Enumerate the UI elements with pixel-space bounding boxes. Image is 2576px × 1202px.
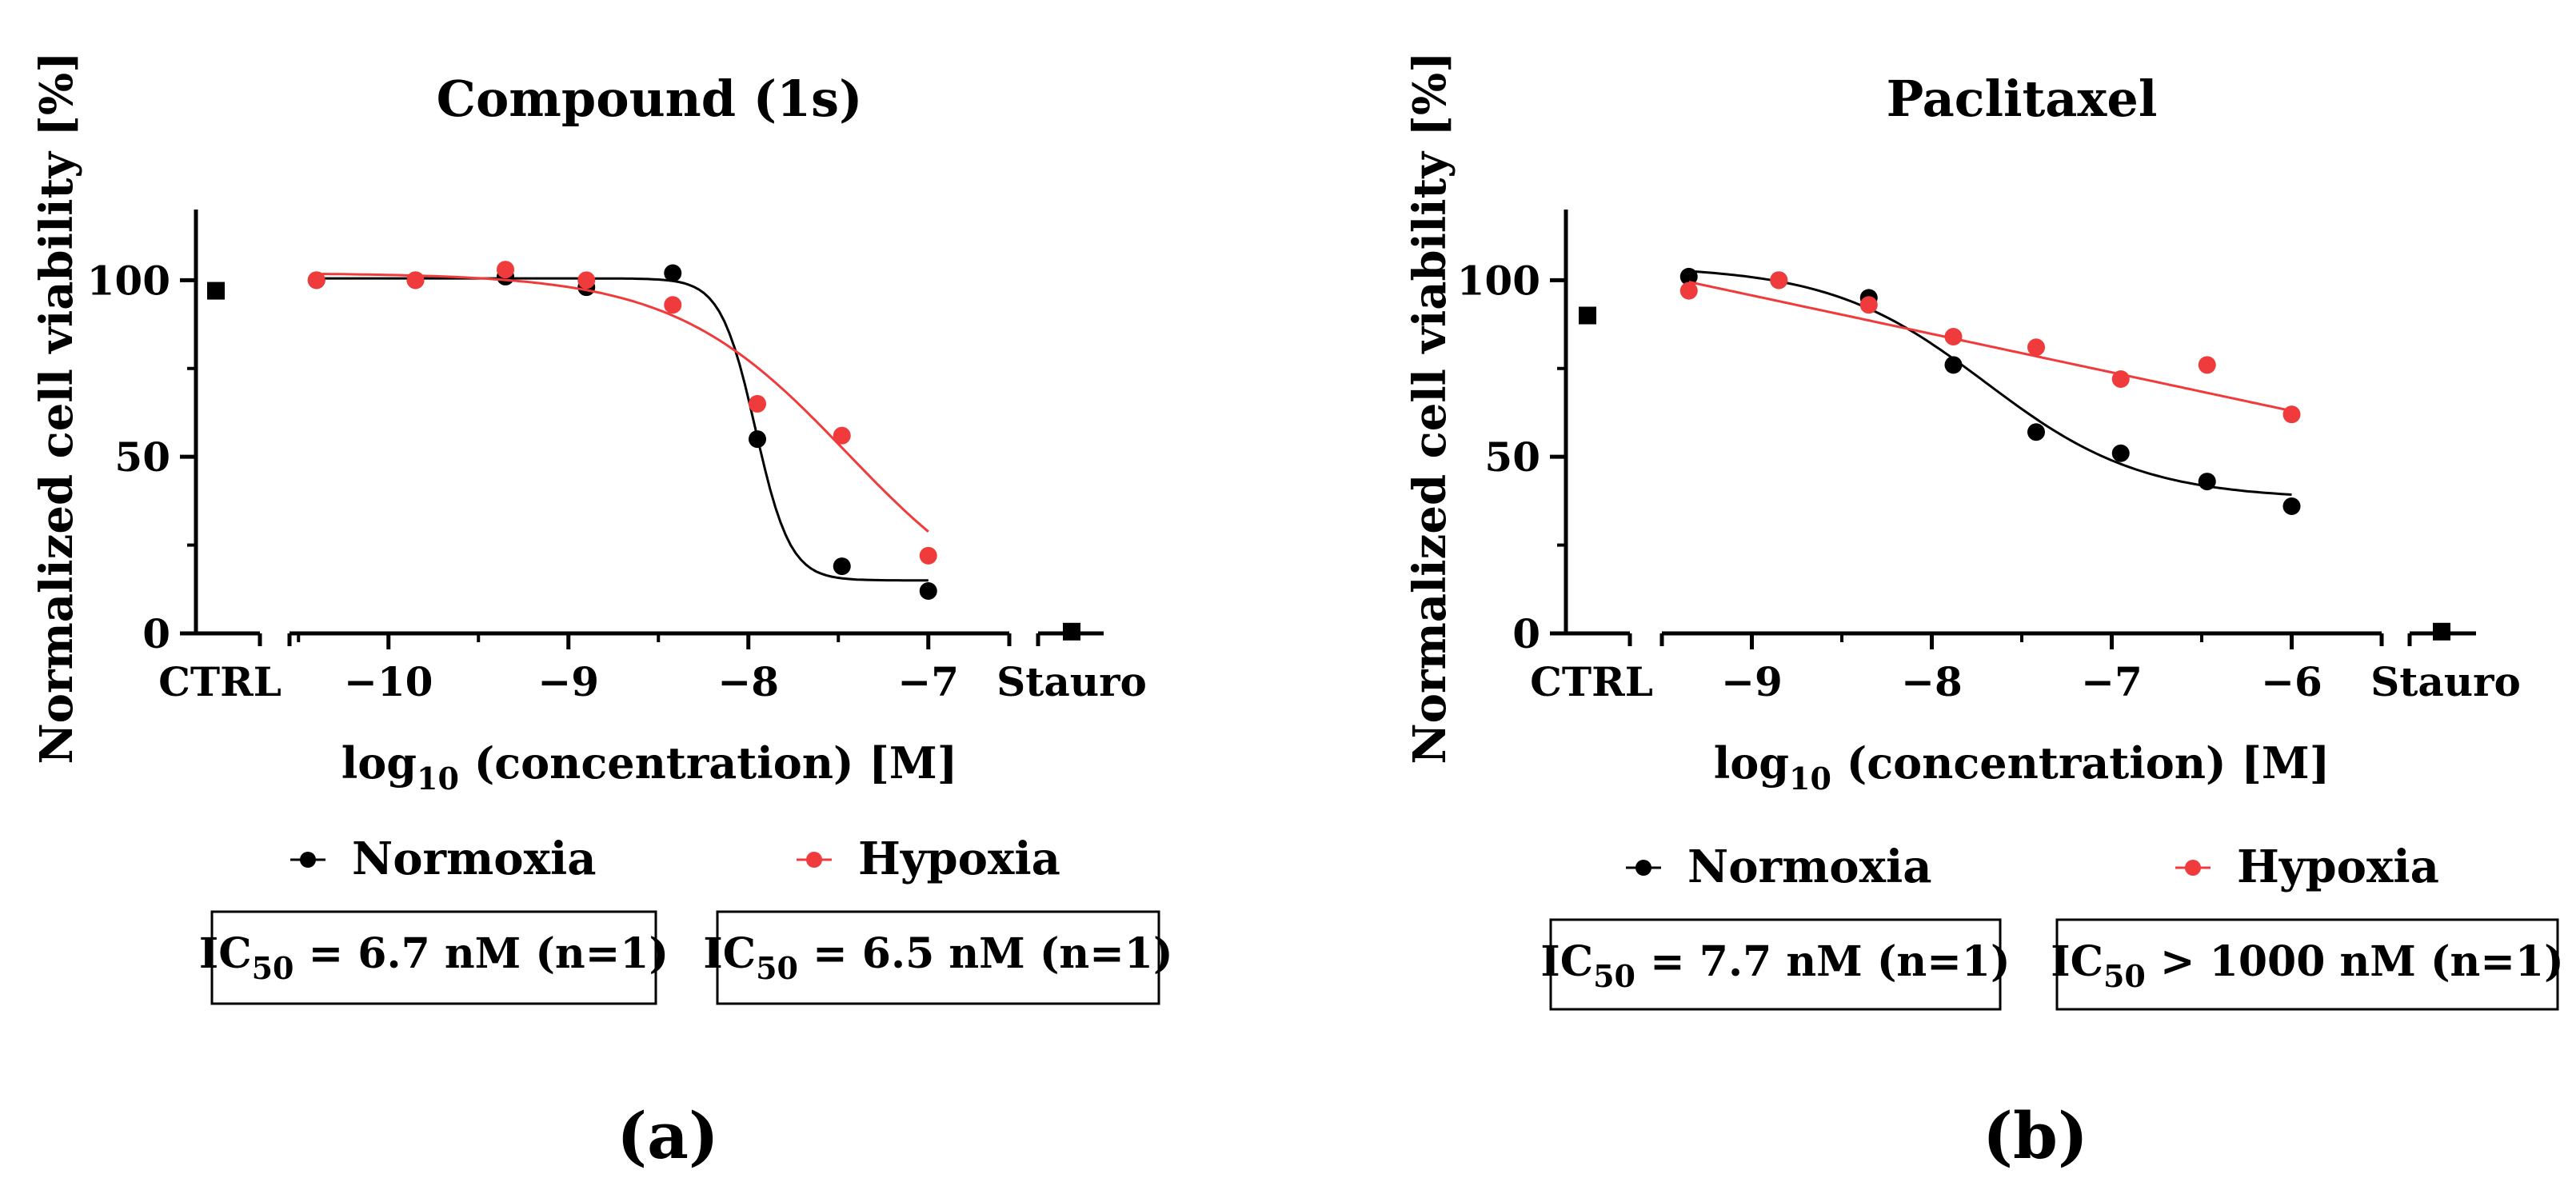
ic50-text-sub: 50 bbox=[756, 950, 798, 986]
chart-title: Compound (1s) bbox=[437, 70, 863, 128]
x-axis-label-main: log bbox=[1714, 737, 1789, 789]
x-tick-label: −10 bbox=[344, 658, 433, 705]
ic50-text-main: IC bbox=[703, 929, 756, 978]
data-point-hypoxia bbox=[1944, 328, 1963, 345]
legend-label-normoxia: Normoxia bbox=[1687, 841, 1932, 893]
ic50-text-sub: 50 bbox=[1593, 958, 1635, 994]
panel-label: (a) bbox=[617, 1098, 719, 1173]
ic50-box bbox=[2055, 918, 2559, 1011]
data-point-hypoxia bbox=[1770, 271, 1788, 290]
panel-label: (b) bbox=[1983, 1098, 2088, 1173]
y-axis-label: Normalized cell viability [%] bbox=[1404, 51, 1456, 764]
x-axis-label: log10 (concentration) [M] bbox=[1714, 737, 2330, 797]
ctrl-label: CTRL bbox=[1530, 658, 1653, 705]
legend-marker bbox=[1635, 860, 1651, 876]
legend-label-normoxia: Normoxia bbox=[352, 833, 597, 885]
legend-label-hypoxia: Hypoxia bbox=[858, 833, 1060, 885]
data-point-hypoxia bbox=[664, 296, 682, 314]
x-tick-label: −9 bbox=[1721, 658, 1783, 705]
legend-marker bbox=[806, 852, 822, 868]
y-tick-label: 100 bbox=[87, 257, 170, 304]
legend-label-hypoxia: Hypoxia bbox=[2237, 841, 2439, 893]
ctrl-marker bbox=[1579, 306, 1596, 325]
ic50-text-rest: = 7.7 nM (n=1) bbox=[1635, 937, 2011, 986]
x-tick-label: −8 bbox=[717, 658, 779, 705]
legend-marker bbox=[300, 852, 316, 868]
ctrl-label: CTRL bbox=[158, 658, 282, 705]
data-point-hypoxia bbox=[406, 271, 425, 290]
x-tick-label: −9 bbox=[537, 658, 599, 705]
y-tick-label: 100 bbox=[1457, 257, 1540, 304]
chart-title: Paclitaxel bbox=[1887, 70, 2158, 128]
data-point-normoxia bbox=[833, 557, 851, 576]
x-axis-label-rest: (concentration) [M] bbox=[459, 737, 957, 789]
data-point-hypoxia bbox=[1679, 282, 1698, 300]
data-point-hypoxia bbox=[833, 426, 851, 445]
x-axis-label-sub: 10 bbox=[417, 761, 459, 797]
data-point-normoxia bbox=[919, 582, 937, 600]
ic50-text: IC50 > 1000 nM (n=1) bbox=[2051, 937, 2563, 994]
x-axis-label-sub: 10 bbox=[1789, 761, 1831, 797]
y-tick-label: 50 bbox=[114, 433, 170, 481]
data-point-hypoxia bbox=[749, 394, 766, 413]
ic50-text-rest: = 6.5 nM (n=1) bbox=[798, 929, 1173, 978]
fit-curve-hypoxia bbox=[316, 273, 929, 533]
ic50-box bbox=[210, 910, 657, 1005]
data-point-hypoxia bbox=[2282, 405, 2301, 424]
ic50-text: IC50 = 7.7 nM (n=1) bbox=[1540, 937, 2010, 994]
ic50-text: IC50 = 6.5 nM (n=1) bbox=[703, 929, 1172, 986]
stauro-label: Stauro bbox=[2370, 658, 2521, 705]
data-point-hypoxia bbox=[307, 271, 325, 290]
ic50-text-sub: 50 bbox=[252, 950, 294, 986]
data-point-normoxia bbox=[2111, 444, 2130, 462]
ic50-text-rest: = 6.7 nM (n=1) bbox=[294, 929, 669, 978]
ic50-text-main: IC bbox=[2051, 937, 2103, 986]
stauro-label: Stauro bbox=[996, 658, 1147, 705]
ic50-box bbox=[1549, 918, 2002, 1011]
x-tick-label: −8 bbox=[1901, 658, 1963, 705]
y-axis-label: Normalized cell viability [%] bbox=[30, 51, 83, 764]
data-point-normoxia bbox=[664, 264, 682, 282]
ctrl-marker bbox=[207, 282, 225, 300]
x-axis-label-rest: (concentration) [M] bbox=[1831, 737, 2330, 789]
data-point-normoxia bbox=[2282, 497, 2301, 515]
data-point-normoxia bbox=[1679, 267, 1698, 286]
y-tick-label: 0 bbox=[1512, 610, 1540, 657]
data-point-hypoxia bbox=[1859, 296, 1878, 314]
data-point-hypoxia bbox=[497, 261, 514, 279]
ic50-box bbox=[716, 910, 1160, 1005]
ic50-text-main: IC bbox=[1540, 937, 1593, 986]
y-tick-label: 0 bbox=[142, 610, 170, 657]
x-axis-label: log10 (concentration) [M] bbox=[341, 737, 958, 797]
data-point-normoxia bbox=[2027, 423, 2045, 441]
data-point-hypoxia bbox=[577, 271, 596, 290]
data-point-hypoxia bbox=[2111, 370, 2130, 388]
fit-curve-hypoxia bbox=[1688, 281, 2292, 413]
data-point-hypoxia bbox=[919, 546, 937, 565]
legend-marker bbox=[2185, 860, 2201, 876]
x-axis-label-main: log bbox=[341, 737, 417, 789]
x-tick-label: −6 bbox=[2261, 658, 2322, 705]
data-point-hypoxia bbox=[2027, 338, 2045, 357]
fit-curve-normoxia bbox=[1688, 270, 2292, 496]
chart-panel-a: Compound (1s) Normalized cell viability [… bbox=[30, 51, 1173, 1173]
y-tick-label: 50 bbox=[1484, 433, 1540, 481]
data-point-hypoxia bbox=[2198, 356, 2216, 374]
ic50-text-rest: > 1000 nM (n=1) bbox=[2146, 937, 2564, 986]
chart-panel-b: Paclitaxel Normalized cell viability [%] 0… bbox=[1404, 51, 2564, 1173]
ic50-text-main: IC bbox=[199, 929, 252, 978]
x-tick-label: −7 bbox=[2081, 658, 2143, 705]
data-point-normoxia bbox=[1944, 356, 1963, 374]
ic50-text: IC50 = 6.7 nM (n=1) bbox=[199, 929, 669, 986]
data-point-normoxia bbox=[2198, 473, 2216, 491]
stauro-marker bbox=[1063, 622, 1080, 641]
x-tick-label: −7 bbox=[897, 658, 959, 705]
data-point-normoxia bbox=[749, 430, 766, 449]
stauro-marker bbox=[2433, 622, 2450, 641]
ic50-text-sub: 50 bbox=[2103, 958, 2146, 994]
